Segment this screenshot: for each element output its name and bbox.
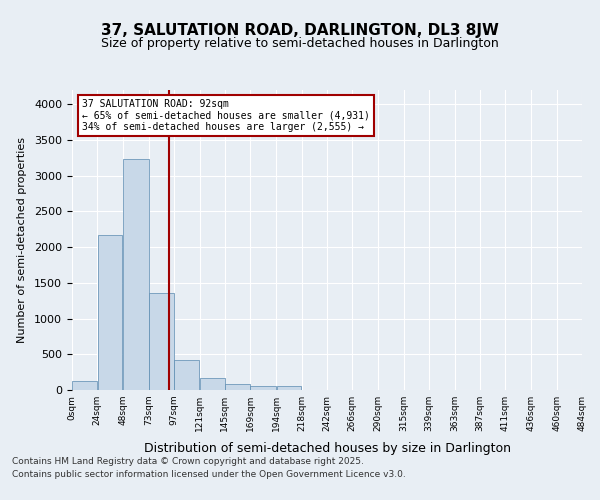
Bar (98, 235, 122, 390)
Text: Size of property relative to semi-detached houses in Darlington: Size of property relative to semi-detach… (101, 38, 499, 51)
Bar (250, 386, 276, 390)
Text: 37, SALUTATION ROAD, DARLINGTON, DL3 8JW: 37, SALUTATION ROAD, DARLINGTON, DL3 8JW (101, 22, 499, 38)
Bar (277, 386, 301, 390)
Text: 37 SALUTATION ROAD: 92sqm
← 65% of semi-detached houses are smaller (4,931)
34% : 37 SALUTATION ROAD: 92sqm ← 65% of semi-… (82, 99, 370, 132)
Bar (175, 360, 199, 390)
Y-axis label: Number of semi-detached properties: Number of semi-detached properties (17, 137, 27, 343)
Bar (149, 293, 174, 390)
Bar (225, 384, 250, 390)
Text: Contains HM Land Registry data © Crown copyright and database right 2025.: Contains HM Land Registry data © Crown c… (12, 458, 364, 466)
Bar (123, 158, 149, 390)
Bar (200, 378, 224, 390)
Bar (72, 382, 97, 390)
X-axis label: Distribution of semi-detached houses by size in Darlington: Distribution of semi-detached houses by … (143, 442, 511, 456)
Text: Contains public sector information licensed under the Open Government Licence v3: Contains public sector information licen… (12, 470, 406, 479)
